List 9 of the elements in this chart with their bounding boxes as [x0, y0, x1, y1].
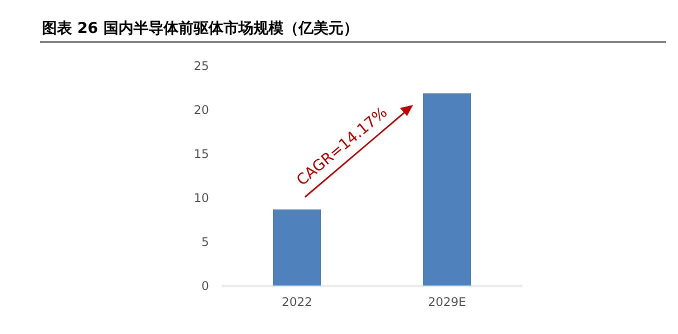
- y-tick-label: 25: [194, 59, 209, 74]
- y-tick-label: 5: [201, 235, 209, 250]
- y-tick-label: 15: [194, 147, 209, 162]
- x-tick-label: 2022: [282, 295, 312, 309]
- chart-title: 图表 26 国内半导体前驱体市场规模（亿美元）: [42, 19, 358, 37]
- y-tick-label: 20: [194, 103, 209, 118]
- y-tick-label: 0: [201, 279, 209, 294]
- y-tick-label: 10: [194, 191, 209, 206]
- x-tick-label: 2029E: [428, 295, 466, 309]
